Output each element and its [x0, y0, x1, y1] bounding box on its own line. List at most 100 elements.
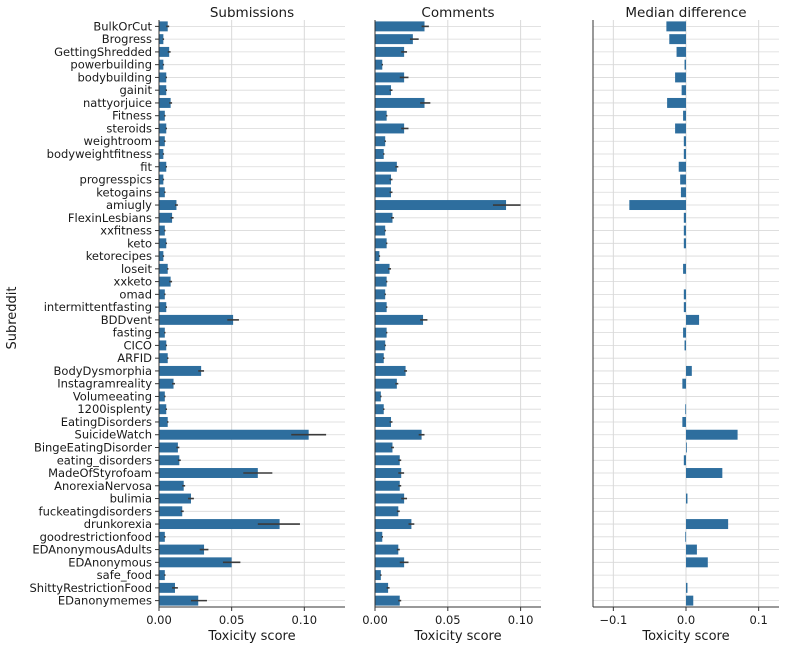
bar-fasting: [159, 327, 165, 338]
y-tick-label-bddvent: BDDvent: [101, 313, 153, 327]
bar-omad: [375, 289, 386, 300]
bar-bulkorcut: [666, 21, 686, 32]
y-tick-label-edanonymemes: EDanonymemes: [58, 594, 152, 608]
y-tick-label-bingeeatingdisorder: BingeEatingDisorder: [34, 440, 152, 454]
y-tick-labels: BulkOrCutBrogressGettingShreddedpowerbui…: [29, 19, 159, 608]
bar-fitness: [375, 110, 387, 121]
x-tick-label: 0.10: [292, 613, 318, 627]
bar-progresspics: [680, 174, 686, 185]
bar-loseit: [683, 263, 686, 274]
y-tick-label-amiugly: amiugly: [106, 198, 152, 212]
bar-edanonymousadults: [375, 544, 399, 555]
bar-gettingshredded: [159, 46, 170, 57]
y-tick-label-fasting: fasting: [113, 326, 152, 340]
bar-bingeeatingdisorder: [686, 442, 687, 453]
bar-1200isplenty: [375, 404, 384, 415]
y-tick-label-1200isplenty: 1200isplenty: [77, 402, 152, 416]
bar-edanonymous: [375, 557, 405, 568]
bar-suicidewatch: [375, 429, 422, 440]
y-tick-label-ketorecipes: ketorecipes: [86, 249, 152, 263]
panel-submissions: Submissions 0.00 0.05 0.10 Toxicity score: [146, 5, 345, 644]
bar-bodydysmorphia: [375, 365, 406, 376]
y-tick-label-eatingdisorders: EatingDisorders: [61, 415, 152, 429]
y-tick-label-xxfitness: xxfitness: [100, 224, 152, 238]
bar-anorexianervosa: [159, 480, 184, 491]
bar-edanonymousadults: [159, 544, 205, 555]
bar-drunkorexia: [375, 519, 412, 530]
y-tick-label-brogress: Brogress: [102, 32, 152, 46]
bar-nattyorjuice: [375, 97, 425, 108]
x-tick-label: 0.05: [435, 613, 461, 627]
y-tick-label-fitness: Fitness: [112, 109, 152, 123]
bar-edanonymous: [686, 557, 708, 568]
bar-suicidewatch: [159, 429, 309, 440]
bar-xxketo: [375, 276, 387, 287]
y-tick-label-fuckeatingdisorders: fuckeatingdisorders: [39, 504, 152, 518]
y-tick-label-loseit: loseit: [121, 262, 152, 276]
y-tick-label-volumeeating: Volumeeating: [73, 389, 152, 403]
bar-amiugly: [159, 200, 177, 211]
bar-instagramreality: [159, 378, 174, 389]
y-tick-label-suicidewatch: SuicideWatch: [75, 428, 152, 442]
y-tick-label-gainit: gainit: [119, 83, 152, 97]
bar-xxfitness: [683, 225, 686, 236]
bar-madeofstyrofoam: [686, 468, 723, 478]
x-tick-label: 0.0: [677, 613, 695, 627]
bar-weightroom: [375, 136, 386, 147]
bar-edanonymemes: [375, 595, 400, 606]
bar-fasting: [683, 327, 686, 338]
y-tick-label-goodrestrictionfood: goodrestrictionfood: [40, 530, 152, 544]
bar-steroids: [159, 123, 167, 134]
bar-bodydysmorphia: [159, 365, 202, 376]
x-axis-label: Toxicity score: [413, 629, 501, 644]
bar-amiugly: [629, 200, 686, 211]
bar-gainit: [159, 85, 167, 96]
y-tick-label-progresspics: progresspics: [80, 173, 152, 187]
bar-powerbuilding: [375, 59, 383, 70]
bar-gettingshredded: [676, 46, 686, 57]
y-tick-label-nattyorjuice: nattyorjuice: [83, 96, 152, 110]
x-tick-label: −0.1: [599, 613, 627, 627]
bar-eatingdisorders: [159, 416, 168, 427]
bar-ketogains: [375, 187, 392, 198]
bar-bingeeatingdisorder: [375, 442, 393, 453]
bar-1200isplenty: [159, 404, 167, 415]
bar-bodyweightfitness: [375, 149, 384, 159]
bar-bddvent: [375, 314, 424, 325]
bar-flexinlesbians: [683, 212, 686, 223]
bar-bulimia: [159, 493, 191, 504]
y-tick-label-omad: omad: [119, 287, 152, 301]
y-tick-label-edanonymous: EDAnonymous: [68, 555, 152, 569]
bar-flexinlesbians: [159, 212, 173, 223]
bar-bodyweightfitness: [159, 149, 164, 159]
bar-keto: [375, 238, 387, 249]
panel-title: Comments: [421, 5, 494, 21]
y-tick-label-eating-disorders: eating_disorders: [57, 453, 152, 467]
bar-safe-food: [375, 570, 381, 581]
bar-fit: [375, 161, 397, 172]
bar-loseit: [159, 263, 168, 274]
bar-fasting: [375, 327, 387, 338]
bar-ketogains: [159, 187, 165, 198]
x-tick-label: 0.05: [219, 613, 245, 627]
y-tick-label-bulkorcut: BulkOrCut: [93, 19, 152, 33]
bar-cico: [375, 340, 386, 351]
y-tick-label-bulimia: bulimia: [110, 492, 152, 506]
x-tick-label: 0.00: [146, 613, 172, 627]
y-tick-label-safe-food: safe_food: [97, 568, 152, 582]
bar-xxfitness: [375, 225, 386, 236]
bar-fitness: [159, 110, 165, 121]
y-tick-label-madeofstyrofoam: MadeOfStyrofoam: [48, 466, 152, 480]
bar-cico: [159, 340, 167, 351]
bar-bddvent: [159, 314, 234, 325]
bar-safe-food: [159, 570, 165, 581]
bar-steroids: [375, 123, 405, 134]
bar-brogress: [669, 34, 686, 45]
x-tick-label: 0.10: [508, 613, 534, 627]
bar-gettingshredded: [375, 46, 405, 57]
bar-powerbuilding: [159, 59, 164, 70]
bar-goodrestrictionfood: [375, 531, 383, 542]
bar-omad: [683, 289, 686, 300]
bar-bodybuilding: [375, 72, 405, 83]
bar-anorexianervosa: [375, 480, 400, 491]
